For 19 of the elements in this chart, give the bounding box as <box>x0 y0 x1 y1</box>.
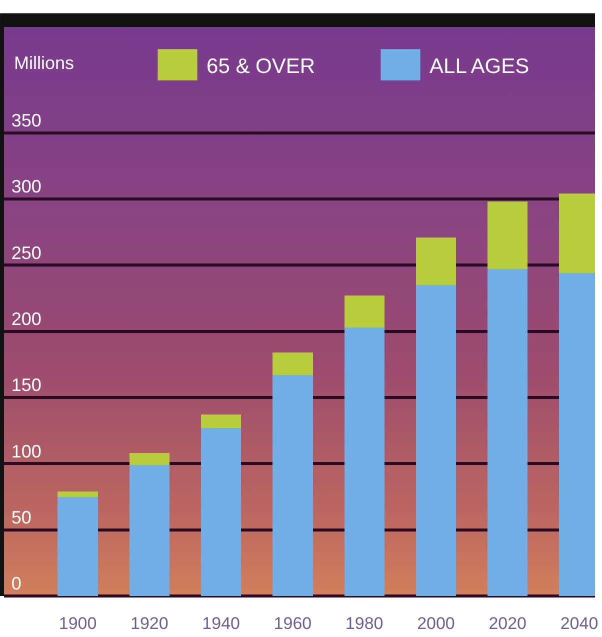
x-tick-label: 2000 <box>417 614 455 633</box>
y-tick-label: 0 <box>11 574 22 594</box>
y-tick-label: 350 <box>11 110 42 131</box>
y-tick-label: 250 <box>11 242 42 263</box>
y-axis-title: Millions <box>14 53 74 73</box>
legend-label: ALL AGES <box>430 54 530 78</box>
x-tick-label: 1960 <box>274 614 312 633</box>
x-tick-label: 2040 <box>560 614 598 633</box>
y-tick-label: 200 <box>11 309 42 330</box>
legend-label: 65 & OVER <box>206 54 316 78</box>
x-tick-label: 2020 <box>488 614 527 633</box>
y-tick-label: 150 <box>11 375 42 396</box>
y-tick-label: 100 <box>11 441 42 462</box>
y-tick-label: 50 <box>11 508 32 528</box>
x-tick-label: 1900 <box>58 614 97 633</box>
y-tick-label: 300 <box>11 176 42 197</box>
x-tick-label: 1940 <box>202 614 240 633</box>
x-tick-label: 1920 <box>130 614 168 633</box>
x-tick-label: 1980 <box>345 614 384 633</box>
